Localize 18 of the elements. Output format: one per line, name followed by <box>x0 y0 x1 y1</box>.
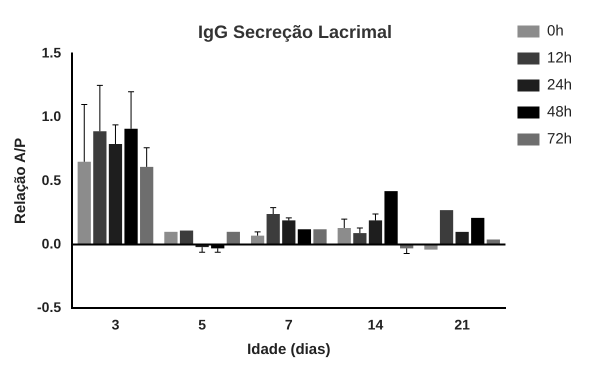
x-tick-label: 5 <box>198 316 206 332</box>
y-tick-label: 1.0 <box>42 108 62 124</box>
x-tick-label: 21 <box>454 316 470 332</box>
x-tick-label: 7 <box>284 316 293 332</box>
chart-title: IgG Secreção Lacrimal <box>198 22 392 42</box>
legend-label: 24h <box>546 76 572 94</box>
x-tick-label: 3 <box>112 316 120 332</box>
y-tick-label: 0.5 <box>42 172 62 188</box>
legend-label: 48h <box>546 104 572 121</box>
legend-label: 72h <box>546 130 572 148</box>
x-axis-title: Idade (dias) <box>247 341 330 358</box>
y-axis-title: Relação A/P <box>12 138 30 224</box>
x-tick-label: 14 <box>368 316 384 332</box>
legend-label: 12h <box>546 50 572 67</box>
y-tick-label: 1.5 <box>42 44 62 60</box>
y-tick-label: 0.0 <box>42 235 62 252</box>
legend-label: 0h <box>546 22 564 40</box>
y-tick-label: -0.5 <box>37 299 62 316</box>
